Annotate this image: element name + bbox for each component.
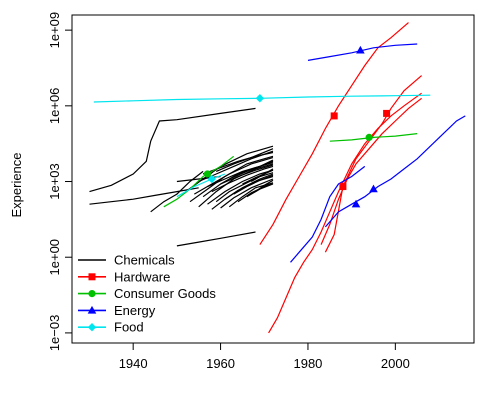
chemicals-line-13 bbox=[207, 169, 274, 205]
chemicals-line-16 bbox=[211, 165, 274, 193]
legend-label: Consumer Goods bbox=[114, 286, 216, 301]
food-marker-2 bbox=[255, 94, 265, 103]
legend-item-food: Food bbox=[78, 320, 144, 335]
chemicals-line-20 bbox=[220, 164, 274, 185]
y-axis: 1e−03 1e+00 1e+03 1e+06 1e+09 bbox=[47, 12, 73, 352]
consumer-goods-line-1 bbox=[163, 155, 235, 208]
x-tick-label: 1940 bbox=[119, 356, 148, 371]
plot-lines bbox=[89, 22, 466, 334]
legend-item-consumer-goods: Consumer Goods bbox=[78, 286, 216, 301]
y-tick-label: 1e+03 bbox=[47, 163, 62, 200]
chemicals-line-8 bbox=[194, 157, 274, 195]
legend-label: Energy bbox=[114, 303, 156, 318]
legend-label: Food bbox=[114, 320, 144, 335]
legend-item-energy: Energy bbox=[78, 303, 156, 318]
legend-marker bbox=[88, 290, 96, 298]
y-axis-title: Experience bbox=[9, 152, 24, 217]
x-axis: 1940 1960 1980 2000 bbox=[119, 342, 410, 371]
energy-line-3 bbox=[324, 115, 466, 228]
x-tick-label: 2000 bbox=[381, 356, 410, 371]
legend-item-chemicals: Chemicals bbox=[78, 253, 175, 268]
consumer-goods-line-2 bbox=[329, 133, 418, 142]
hardware-marker-2 bbox=[339, 183, 347, 191]
chemicals-line-3 bbox=[150, 170, 204, 213]
energy-marker-3 bbox=[369, 184, 378, 193]
chemicals-line-29 bbox=[255, 179, 274, 193]
legend-marker bbox=[88, 273, 96, 281]
hardware-marker-1 bbox=[330, 112, 338, 120]
chemicals-line-24 bbox=[233, 174, 274, 195]
plot-markers bbox=[203, 45, 391, 208]
consumer-goods-marker-1 bbox=[203, 170, 212, 178]
energy-marker-2 bbox=[351, 199, 361, 208]
food-line-2 bbox=[176, 173, 226, 198]
y-tick-label: 1e−03 bbox=[47, 315, 62, 352]
legend-marker bbox=[87, 305, 97, 314]
y-tick-label: 1e+06 bbox=[47, 88, 62, 125]
legend-label: Chemicals bbox=[114, 253, 175, 268]
hardware-line-3 bbox=[320, 97, 422, 245]
chemicals-line-19 bbox=[220, 178, 274, 209]
legend-item-hardware: Hardware bbox=[78, 269, 170, 284]
y-tick-label: 1e+09 bbox=[47, 12, 62, 49]
chemicals-line-17 bbox=[215, 172, 274, 203]
chemicals-line-4 bbox=[176, 231, 256, 247]
chemicals-line-28 bbox=[250, 168, 274, 183]
chemicals-line-18 bbox=[215, 148, 274, 172]
hardware-line-2 bbox=[268, 92, 422, 334]
chemicals-line-23 bbox=[229, 159, 274, 180]
hardware-marker-3 bbox=[383, 109, 391, 117]
hardware-line-4 bbox=[324, 75, 422, 253]
consumer-goods-marker-2 bbox=[365, 133, 373, 141]
chemicals-line-1 bbox=[89, 107, 256, 193]
energy-marker-1 bbox=[356, 45, 365, 54]
food-marker-1 bbox=[207, 174, 217, 184]
x-tick-label: 1960 bbox=[206, 356, 235, 371]
chemicals-line-2 bbox=[89, 187, 199, 205]
legend-label: Hardware bbox=[114, 269, 170, 284]
y-tick-label: 1e+00 bbox=[47, 239, 62, 276]
x-tick-label: 1980 bbox=[293, 356, 322, 371]
energy-line-2 bbox=[290, 165, 366, 263]
legend-marker bbox=[87, 323, 97, 332]
